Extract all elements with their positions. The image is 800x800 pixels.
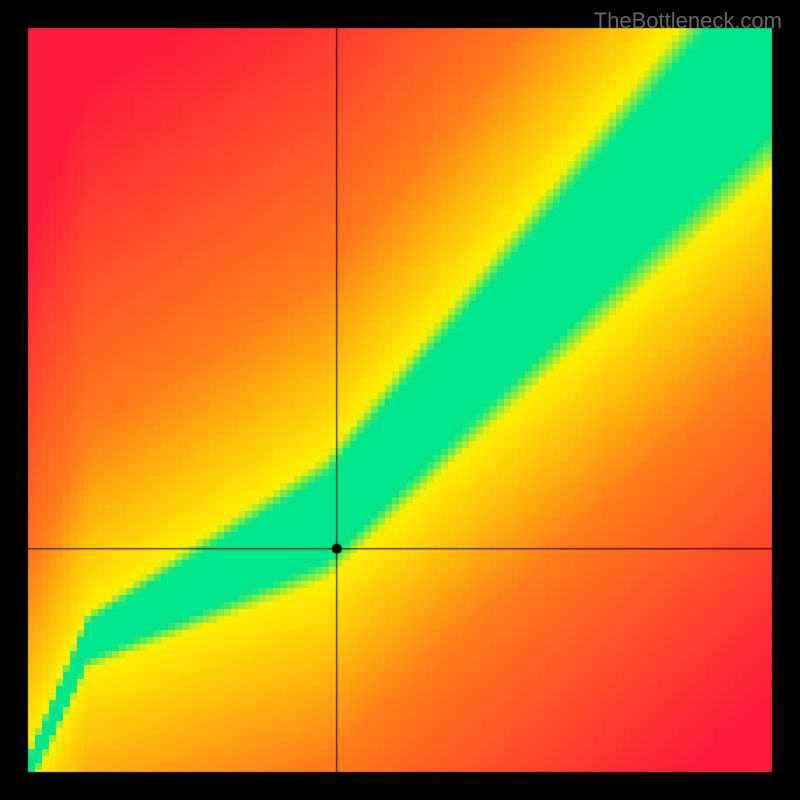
chart-container: TheBottleneck.com: [0, 0, 800, 800]
watermark-text: TheBottleneck.com: [594, 8, 782, 34]
bottleneck-heatmap: [0, 0, 800, 800]
